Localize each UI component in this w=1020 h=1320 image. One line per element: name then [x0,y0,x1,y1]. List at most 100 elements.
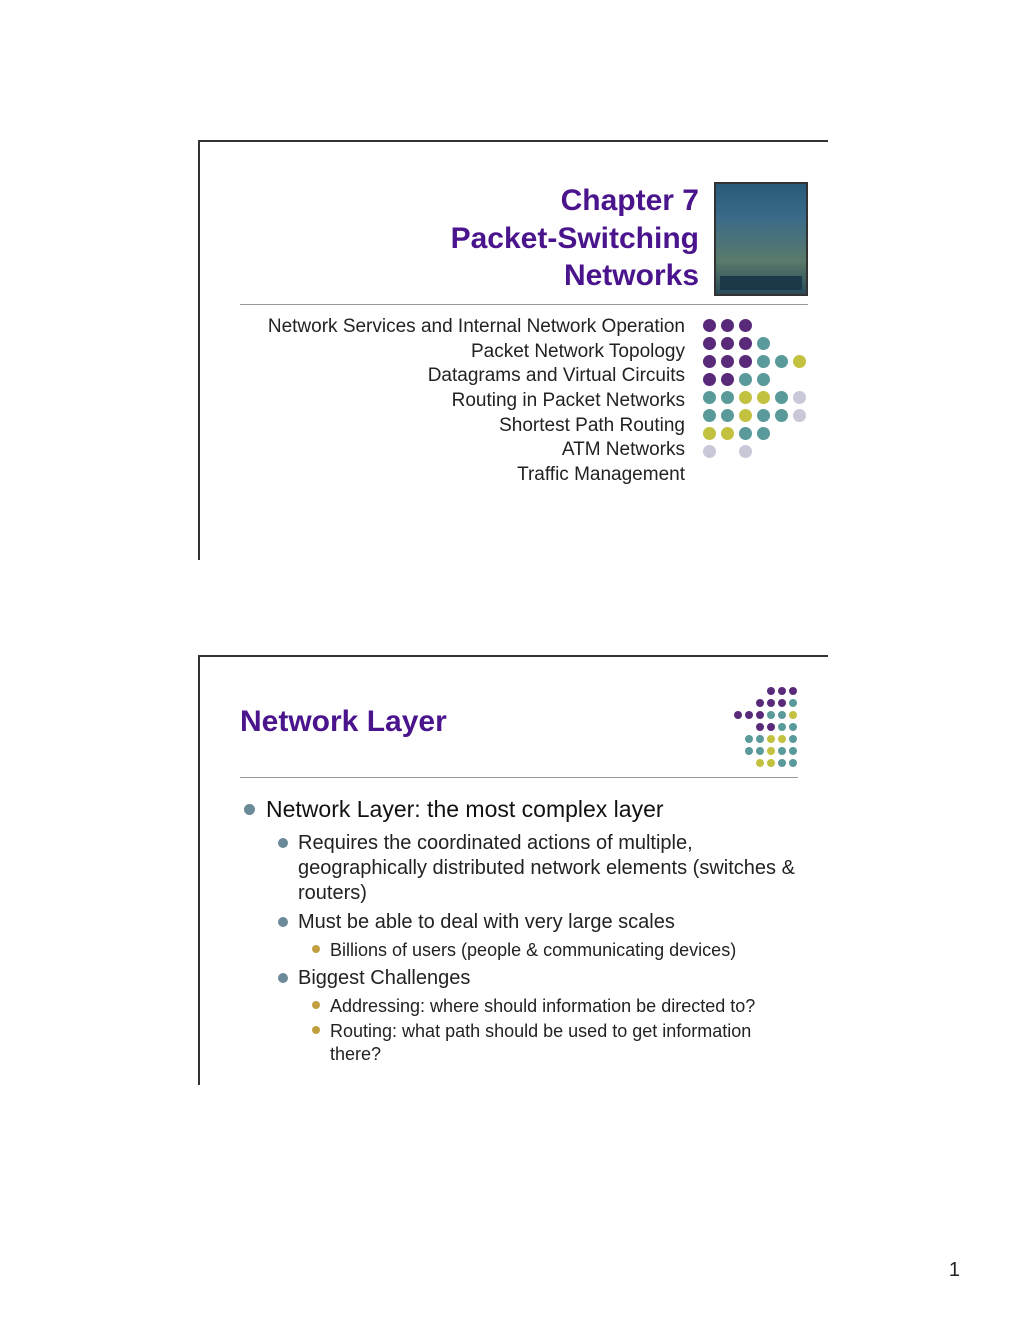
slide2-header: Network Layer [240,687,798,778]
dot-icon [757,373,770,386]
dot-icon [778,723,786,731]
dot-row [700,427,808,445]
dot-row [700,373,808,391]
dot-icon [789,747,797,755]
dot-icon [756,711,764,719]
dot-row [732,735,798,747]
dot-icon [703,427,716,440]
dot-row [732,747,798,759]
dot-icon [739,355,752,368]
dot-icon [775,409,788,422]
dot-icon [745,711,753,719]
dot-icon [789,735,797,743]
dot-row [732,759,798,771]
dot-icon [721,391,734,404]
dot-icon [756,699,764,707]
dot-row [700,355,808,373]
topic-line: Shortest Path Routing [268,414,685,439]
decorative-dots-small [732,687,798,771]
slide1-header: Chapter 7 Packet-Switching Networks COMM… [240,182,808,305]
dot-icon [756,759,764,767]
bullet-l3: Billions of users (people & communicatin… [312,939,798,962]
slide-1: Chapter 7 Packet-Switching Networks COMM… [198,140,828,560]
dot-icon [739,319,752,332]
title-line: Chapter 7 [561,184,699,217]
dot-icon [775,355,788,368]
dot-row [700,409,808,427]
topic-line: Datagrams and Virtual Circuits [268,364,685,389]
dot-icon [789,759,797,767]
dot-icon [793,409,806,422]
title-line: Networks [564,259,699,292]
dot-icon [767,699,775,707]
dot-row [732,699,798,711]
dot-icon [757,391,770,404]
dot-row [700,319,808,337]
dot-row [732,711,798,723]
topic-line: ATM Networks [268,438,685,463]
dot-icon [793,355,806,368]
dot-icon [767,711,775,719]
bullet-l2: Must be able to deal with very large sca… [278,910,798,935]
dot-icon [756,735,764,743]
dot-icon [778,759,786,767]
slide2-title: Network Layer [240,687,447,739]
dot-icon [721,409,734,422]
dot-icon [778,687,786,695]
dot-row [732,723,798,735]
dot-icon [739,427,752,440]
dot-icon [767,735,775,743]
slide1-body: Network Services and Internal Network Op… [240,315,808,488]
dot-icon [721,427,734,440]
decorative-dots-large [700,315,808,488]
bullet-content: Network Layer: the most complex layer Re… [244,796,798,1065]
dot-icon [703,445,716,458]
topic-line: Packet Network Topology [268,340,685,365]
dot-icon [721,319,734,332]
dot-icon [757,355,770,368]
dot-row [700,445,808,463]
dot-icon [756,723,764,731]
dot-icon [745,735,753,743]
topic-line: Network Services and Internal Network Op… [268,315,685,340]
dot-icon [789,687,797,695]
dot-icon [703,391,716,404]
topic-line: Traffic Management [268,463,685,488]
dot-icon [739,409,752,422]
dot-icon [767,747,775,755]
bullet-l2: Requires the coordinated actions of mult… [278,831,798,906]
dot-row [732,687,798,699]
topic-line: Routing in Packet Networks [268,389,685,414]
dot-icon [745,747,753,755]
dot-icon [789,723,797,731]
dot-icon [739,337,752,350]
slide-2: Network Layer Network Layer: the most co… [198,655,828,1085]
dot-icon [703,337,716,350]
bullet-l3: Addressing: where should information be … [312,995,798,1018]
page-number: 1 [949,1259,960,1282]
dot-row [700,391,808,409]
bullet-l2: Biggest Challenges [278,966,798,991]
dot-icon [793,391,806,404]
dot-icon [734,711,742,719]
bullet-l3: Routing: what path should be used to get… [312,1020,798,1065]
dot-icon [778,699,786,707]
dot-icon [756,747,764,755]
dot-icon [778,747,786,755]
book-cover-label: COMMUNICATION NETWORKS [716,277,806,289]
dot-icon [767,687,775,695]
dot-icon [721,355,734,368]
dot-icon [703,319,716,332]
bullet-l1: Network Layer: the most complex layer [244,796,798,823]
dot-icon [775,391,788,404]
title-line: Packet-Switching [451,222,699,255]
dot-icon [703,409,716,422]
dot-icon [757,409,770,422]
dot-icon [739,445,752,458]
dot-row [700,337,808,355]
dot-icon [703,355,716,368]
dot-icon [778,735,786,743]
dot-icon [703,373,716,386]
dot-icon [767,723,775,731]
dot-icon [739,373,752,386]
